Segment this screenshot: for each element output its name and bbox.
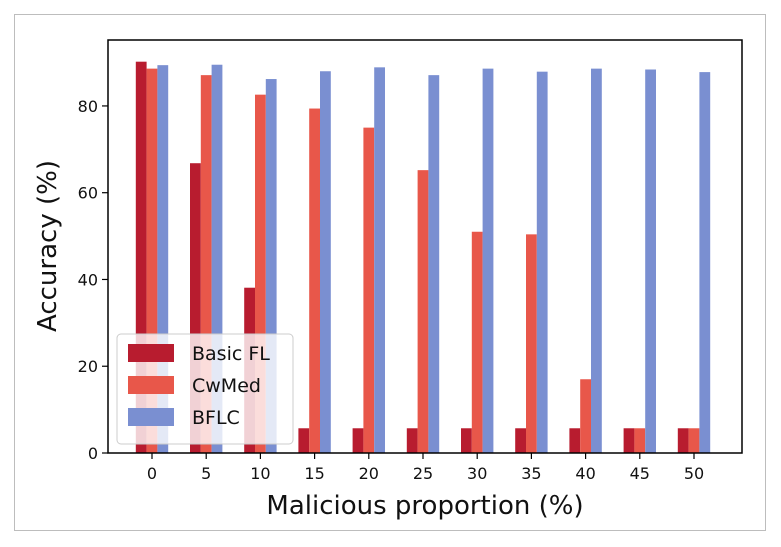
legend-swatch-basic-fl [128, 344, 174, 362]
bar-cwmed-50 [688, 428, 700, 453]
plot-area-frame [107, 39, 743, 454]
x-tick-label-45: 45 [630, 464, 650, 483]
y-tick-label-80: 80 [78, 97, 98, 116]
y-axis-ticks: 0 20 40 60 80 [78, 97, 108, 463]
x-tick-label-0: 0 [147, 464, 157, 483]
bar-basic-fl-5 [190, 163, 201, 453]
legend-label-cwmed: CwMed [192, 375, 261, 397]
bar-cwmed-30 [471, 231, 483, 453]
x-tick-label-15: 15 [304, 464, 324, 483]
x-tick-label-40: 40 [575, 464, 595, 483]
bar-basic-fl-20 [352, 428, 364, 453]
bar-basic-fl-50 [677, 428, 689, 453]
bar-basic-fl-45 [623, 428, 635, 453]
bar-bflc-25 [428, 75, 440, 453]
bar-basic-fl-25 [406, 428, 418, 453]
bar-cwmed-5 [200, 75, 212, 453]
legend: Basic FL CwMed BFLC [116, 333, 294, 445]
bar-cwmed-45 [634, 428, 646, 453]
bar-bflc-0 [157, 65, 169, 453]
y-tick-label-40: 40 [78, 270, 98, 289]
bar-bflc-50 [699, 72, 711, 453]
bar-basic-fl-0 [135, 61, 147, 453]
bar-bflc-10 [265, 79, 277, 453]
x-tick-label-5: 5 [201, 464, 211, 483]
y-tick-label-60: 60 [78, 184, 98, 203]
x-axis-label: Malicious proportion (%) [266, 491, 583, 521]
y-tick-label-0: 0 [88, 444, 98, 463]
y-tick-label-20: 20 [78, 357, 98, 376]
bar-cwmed-35 [526, 234, 537, 453]
bar-cwmed-0 [146, 68, 158, 453]
bar-bflc-30 [482, 68, 494, 453]
legend-label-basic-fl: Basic FL [192, 343, 270, 365]
bar-cwmed-10 [255, 94, 266, 453]
bar-basic-fl-15 [298, 428, 310, 453]
bar-cwmed-20 [363, 127, 375, 453]
x-tick-label-30: 30 [467, 464, 487, 483]
x-tick-label-20: 20 [359, 464, 379, 483]
bar-bflc-40 [591, 68, 602, 453]
x-tick-label-35: 35 [521, 464, 541, 483]
x-tick-label-50: 50 [684, 464, 704, 483]
legend-label-bflc: BFLC [192, 407, 240, 429]
bar-basic-fl-35 [515, 428, 526, 453]
bar-bflc-15 [320, 71, 331, 454]
bar-bflc-45 [645, 69, 656, 453]
bar-cwmed-15 [309, 108, 320, 453]
y-axis-label: Accuracy (%) [33, 160, 63, 332]
x-tick-label-25: 25 [413, 464, 433, 483]
legend-swatch-bflc [128, 408, 174, 426]
bar-basic-fl-30 [461, 428, 472, 453]
x-tick-label-10: 10 [250, 464, 270, 483]
bar-cwmed-40 [580, 379, 591, 453]
bar-bflc-5 [211, 64, 223, 453]
bar-bflc-20 [374, 67, 385, 453]
legend-swatch-cwmed [128, 376, 174, 394]
bar-cwmed-25 [417, 170, 429, 453]
bar-bflc-35 [536, 71, 548, 454]
bar-basic-fl-40 [569, 428, 581, 453]
x-axis-ticks: 0 5 10 15 20 25 30 35 40 45 50 [147, 453, 704, 483]
